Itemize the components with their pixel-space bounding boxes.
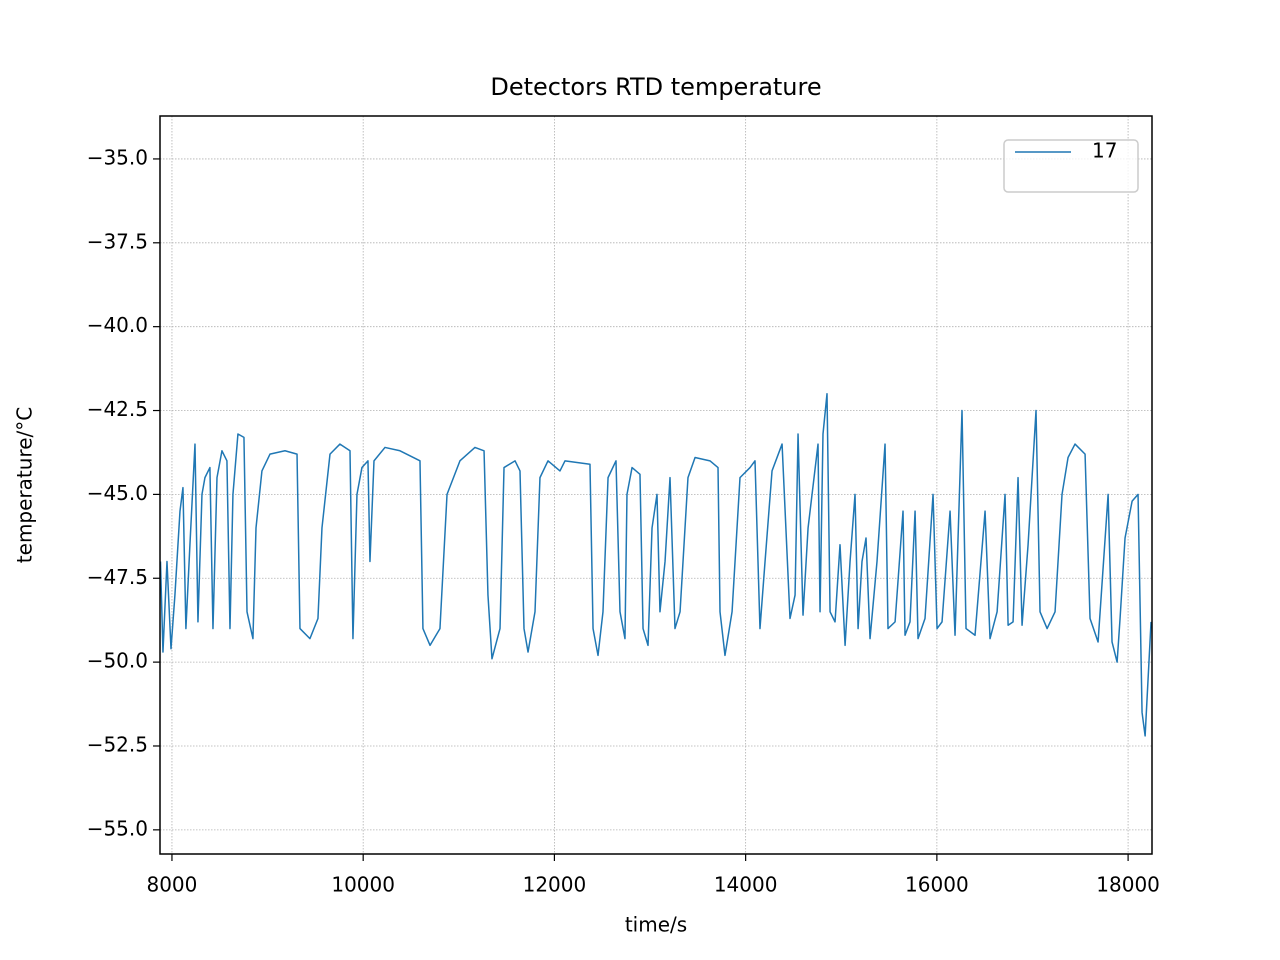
data-line <box>159 393 1152 737</box>
y-tick-label: −45.0 <box>87 481 148 505</box>
x-tick-label: 8000 <box>146 873 197 897</box>
legend-label: 17 <box>1092 139 1117 163</box>
y-tick-label: −47.5 <box>87 565 148 589</box>
legend-box <box>1003 139 1139 193</box>
y-tick-label: −40.0 <box>87 313 148 337</box>
y-tick-label: −52.5 <box>87 732 148 756</box>
y-tick-label: −35.0 <box>87 145 148 169</box>
x-tick-label: 16000 <box>905 873 969 897</box>
y-tick-label: −55.0 <box>87 816 148 840</box>
x-tick-label: 12000 <box>523 873 587 897</box>
y-tick-label: −42.5 <box>87 397 148 421</box>
y-axis-label: temperature/°C <box>13 407 37 563</box>
y-tick-label: −37.5 <box>87 229 148 253</box>
x-tick-label: 18000 <box>1096 873 1160 897</box>
plot-frame <box>159 115 1153 855</box>
x-tick-label: 14000 <box>714 873 778 897</box>
chart-title: Detectors RTD temperature <box>490 73 821 101</box>
x-axis-label: time/s <box>625 913 687 937</box>
y-tick-label: −50.0 <box>87 649 148 673</box>
x-tick-label: 10000 <box>331 873 395 897</box>
